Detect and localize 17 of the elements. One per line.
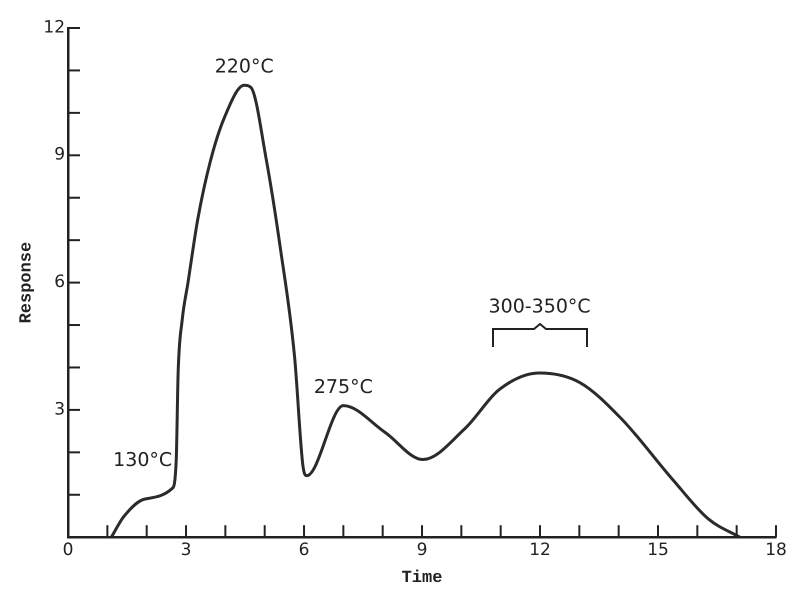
x-tick-label: 9 bbox=[416, 540, 428, 560]
y-tick-label: 12 bbox=[43, 17, 66, 38]
x-tick-label: 6 bbox=[298, 540, 310, 560]
annotation: 275°C bbox=[314, 376, 373, 398]
y-tick-label: 9 bbox=[54, 144, 66, 165]
y-tick-label: 3 bbox=[54, 399, 66, 420]
y-axis-title: Response bbox=[17, 242, 36, 324]
annotation: 130°C bbox=[113, 448, 172, 471]
x-tick-label: 0 bbox=[62, 540, 74, 560]
y-tick-label: 6 bbox=[54, 272, 66, 292]
x-axis-title: Time bbox=[402, 569, 442, 588]
annotation: 220°C bbox=[214, 56, 274, 78]
x-tick-label: 15 bbox=[647, 540, 669, 560]
x-tick-label: 12 bbox=[529, 540, 551, 560]
x-tick-label: 18 bbox=[765, 540, 787, 560]
annotation: 300-350°C bbox=[488, 295, 591, 318]
x-tick-label: 3 bbox=[180, 540, 192, 560]
